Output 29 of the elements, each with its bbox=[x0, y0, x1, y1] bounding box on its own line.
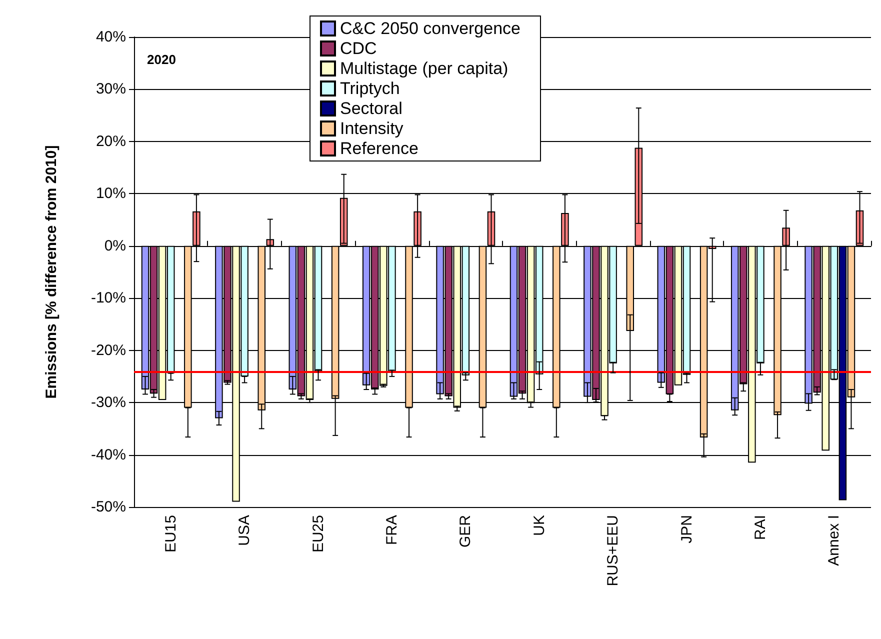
legend-label: Triptych bbox=[340, 79, 400, 98]
y-tick-label: -50% bbox=[90, 498, 126, 516]
y-tick-label: -40% bbox=[90, 446, 126, 464]
x-tick-label: USA bbox=[236, 515, 254, 546]
x-tick-label: EU25 bbox=[310, 515, 327, 553]
legend-label: Reference bbox=[340, 139, 418, 158]
legend-label: CDC bbox=[340, 39, 377, 58]
y-tick-label: 20% bbox=[96, 132, 126, 150]
x-tick-label: Annex I bbox=[826, 515, 843, 566]
text: 2020 bbox=[147, 52, 176, 67]
x-tick-label: JPN bbox=[678, 515, 696, 544]
x-tick-label: RUS+EEU bbox=[604, 515, 622, 586]
x-tick-label: FRA bbox=[383, 515, 400, 545]
y-tick-label: 40% bbox=[96, 28, 126, 46]
legend-label: Sectoral bbox=[340, 99, 402, 118]
x-tick-label: EU15 bbox=[162, 515, 180, 553]
legend-label: Intensity bbox=[340, 119, 404, 138]
y-axis-title: Emissions [% difference from 2010] bbox=[43, 145, 60, 399]
y-tick-label: 10% bbox=[96, 185, 126, 202]
legend-label: Multistage (per capita) bbox=[340, 59, 508, 78]
x-tick-label: RAI bbox=[752, 515, 769, 540]
x-tick-label: GER bbox=[457, 514, 474, 548]
y-tick-label: -20% bbox=[90, 342, 126, 359]
x-tick-label: UK bbox=[530, 515, 548, 536]
legend-label: C&C 2050 convergence bbox=[340, 19, 521, 38]
y-tick-label: -10% bbox=[90, 290, 126, 307]
y-tick-label: -30% bbox=[90, 394, 126, 412]
y-tick-label: 30% bbox=[96, 80, 126, 98]
y-tick-label: 0% bbox=[104, 237, 126, 254]
